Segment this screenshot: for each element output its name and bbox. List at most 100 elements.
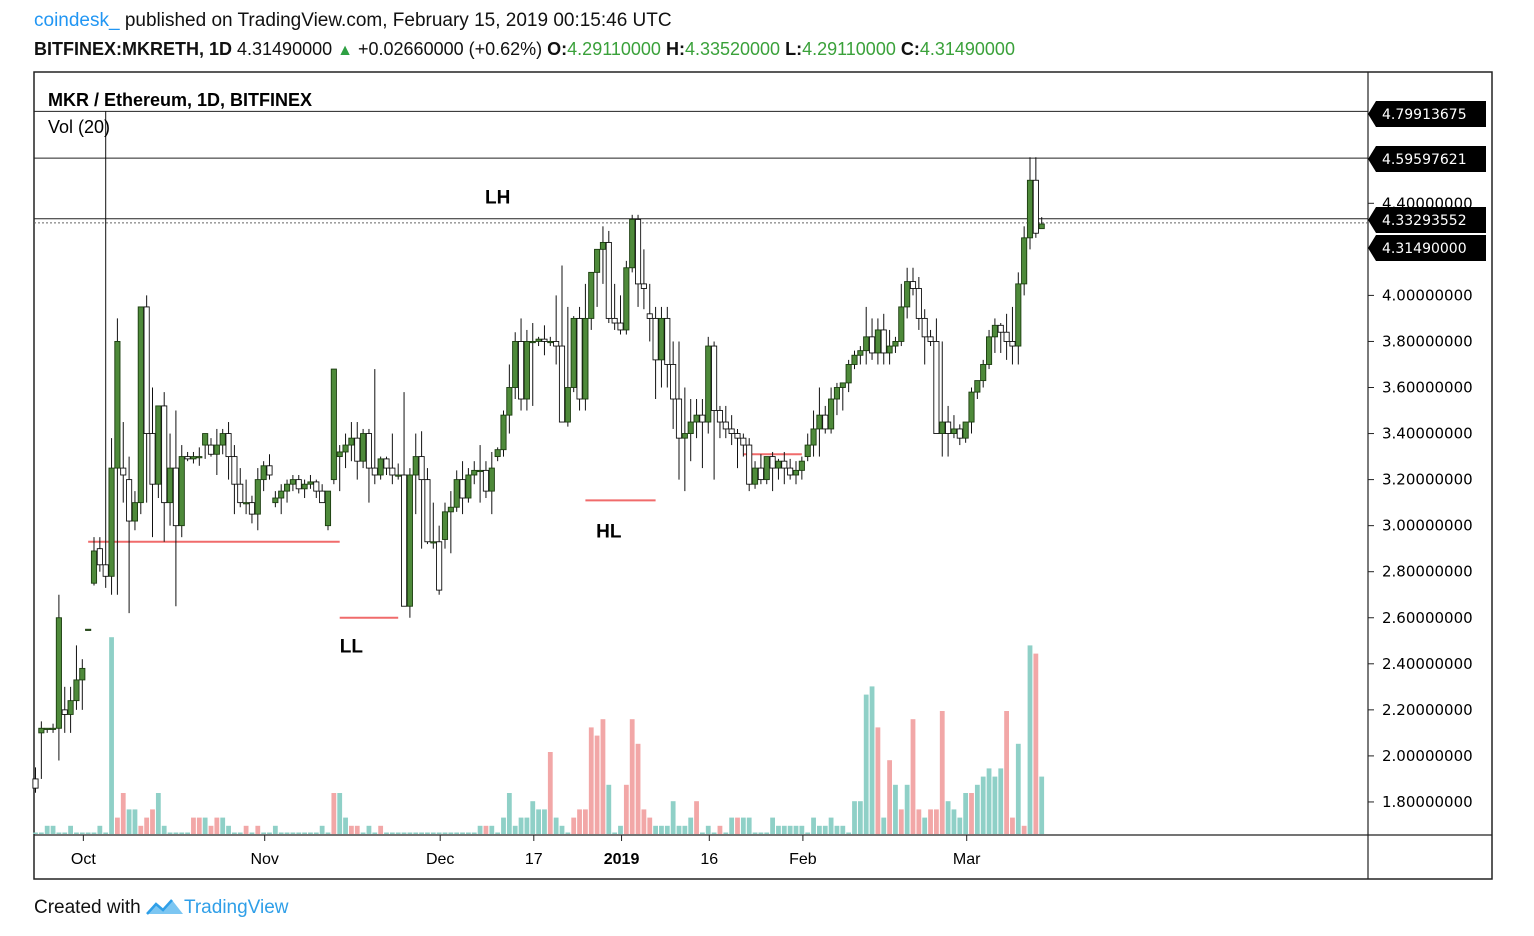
volume-bar	[325, 832, 331, 834]
candle-body	[652, 317, 659, 361]
volume-bar	[536, 809, 541, 834]
candle-body	[962, 421, 969, 439]
volume-bar	[167, 832, 173, 834]
volume-bar	[986, 768, 992, 834]
volume-bar	[255, 825, 261, 834]
candle-body	[395, 474, 402, 477]
chart-title: MKR / Ethereum, 1D, BITFINEX	[48, 90, 312, 110]
volume-bar	[717, 825, 723, 834]
close-label: C:	[900, 39, 920, 59]
volume-bar	[337, 793, 343, 834]
volume-bars	[33, 637, 1045, 834]
candle-body	[73, 679, 80, 702]
volume-bar	[928, 809, 933, 834]
candle-body	[131, 502, 139, 522]
candle-body	[219, 433, 226, 446]
candle-body	[272, 497, 279, 504]
candle-body	[412, 456, 419, 476]
volume-bar	[740, 817, 746, 834]
volume-bar	[1021, 825, 1027, 834]
price-tags: 4.79913675 4.59597621 4.33293552 4.31490000	[1368, 101, 1486, 261]
candle-body	[775, 460, 782, 469]
candle-body	[295, 479, 302, 490]
open-value: 4.29110000	[567, 39, 661, 59]
candle-body	[114, 341, 121, 469]
candle-body	[646, 313, 653, 319]
volume-bar	[641, 809, 647, 834]
candle-body	[798, 460, 805, 471]
candle-body	[149, 433, 156, 485]
x-tick-label: 16	[700, 851, 718, 868]
candle-body	[1003, 331, 1010, 342]
x-tick-label: Oct	[71, 851, 96, 868]
candle-body	[1009, 341, 1016, 347]
candle-body	[336, 451, 343, 458]
volume-bar	[436, 832, 442, 834]
candle-body	[576, 317, 583, 400]
candle-body	[85, 628, 92, 631]
candle-body	[1021, 237, 1028, 285]
volume-bar	[284, 832, 290, 834]
x-tick-label: 17	[525, 851, 543, 868]
candle-body	[260, 465, 267, 481]
candle-body	[1026, 179, 1034, 239]
volume-bar	[553, 817, 559, 834]
volume-bar	[723, 832, 729, 834]
candle-body	[365, 433, 373, 469]
volume-bar	[419, 832, 424, 834]
annotation-label: LH	[485, 187, 510, 208]
volume-bar	[448, 832, 454, 834]
volume-bar	[945, 801, 951, 834]
candle-body	[231, 456, 238, 485]
volume-bar	[963, 793, 969, 834]
price-tag-label: 4.59597621	[1382, 152, 1467, 168]
candle-body	[202, 433, 209, 446]
price-tag-box	[1368, 101, 1486, 127]
candle-body	[933, 341, 940, 435]
volume-bar	[460, 832, 465, 834]
candle-body	[1038, 223, 1045, 230]
volume-bar	[934, 809, 939, 834]
candle-body	[828, 398, 835, 430]
candle-body	[629, 218, 636, 269]
volume-bar	[50, 825, 56, 834]
volume-bar	[793, 825, 799, 834]
volume-bar	[62, 832, 68, 834]
candle-body	[740, 437, 747, 446]
candle-body	[289, 479, 296, 485]
candle-body	[482, 469, 490, 492]
volume-bar	[758, 832, 764, 834]
candle-body	[254, 479, 261, 515]
candle-body	[512, 341, 519, 388]
author-link[interactable]: coindesk_	[34, 10, 120, 31]
volume-bar	[401, 832, 407, 834]
candle-body	[863, 336, 870, 352]
volume-bar	[302, 832, 307, 834]
candle-body	[377, 458, 384, 476]
volume-bar	[1039, 776, 1045, 834]
candle-body	[553, 341, 560, 347]
footer-brand[interactable]: TradingView	[183, 897, 289, 918]
open-label: O:	[547, 39, 568, 59]
annotation-label: LL	[340, 636, 364, 657]
candle-body	[243, 502, 250, 505]
x-tick-label: Feb	[789, 851, 817, 868]
volume-bar	[694, 801, 699, 834]
volume-bar	[109, 637, 114, 834]
volume-bar	[817, 825, 822, 834]
annotation-label: HL	[596, 521, 622, 542]
volume-bar	[185, 832, 190, 834]
candle-body	[886, 345, 893, 354]
volume-bar	[115, 817, 120, 834]
volume-bar	[85, 832, 91, 834]
candle-body	[611, 317, 618, 324]
volume-bar	[530, 801, 536, 834]
candle-body	[833, 387, 840, 400]
volume-bar	[202, 817, 208, 834]
volume-bar	[857, 801, 863, 834]
volume-bar	[120, 793, 126, 834]
candle-body	[342, 444, 349, 453]
candle-body	[599, 241, 606, 250]
candle-body	[453, 479, 460, 508]
